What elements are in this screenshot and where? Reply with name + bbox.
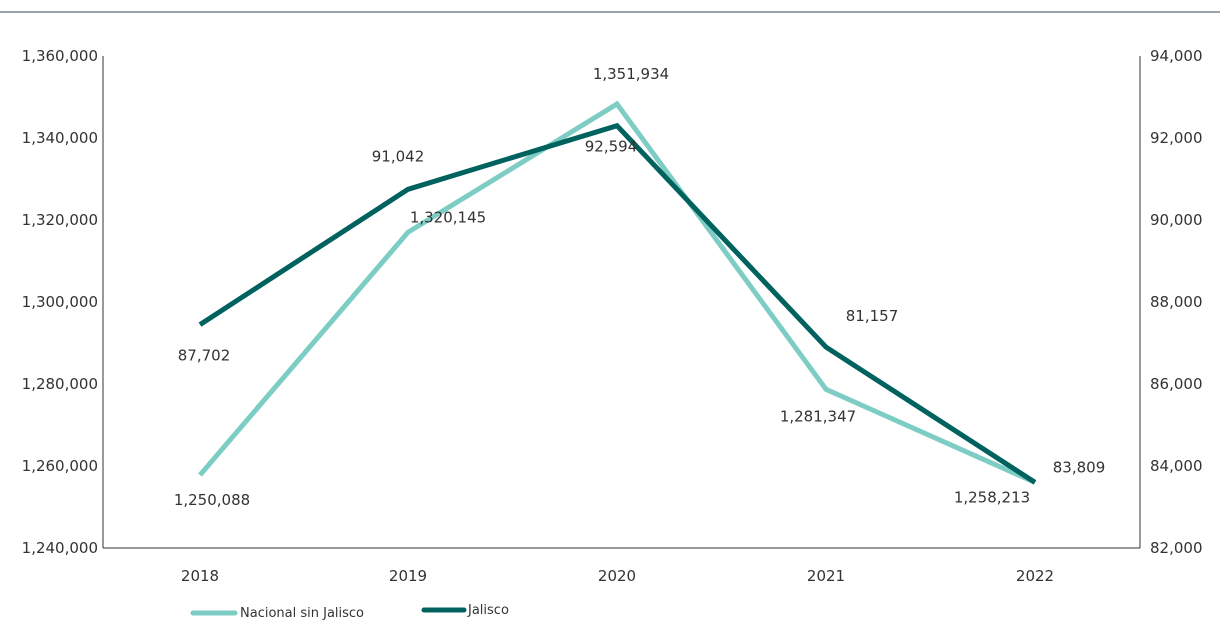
series-line-nacional bbox=[198, 100, 1037, 485]
series-line-jalisco bbox=[198, 122, 1037, 485]
right-tick-label: 82,000 bbox=[1150, 539, 1203, 557]
data-label: 1,320,145 bbox=[410, 208, 486, 226]
data-labels: 1,250,088 1,320,145 1,351,934 1,281,347 1,25… bbox=[174, 65, 1105, 509]
data-label: 1,351,934 bbox=[593, 65, 669, 83]
data-label: 1,281,347 bbox=[780, 407, 856, 425]
x-tick-label: 2020 bbox=[598, 567, 636, 585]
left-axis-ticks: 1,240,000 1,260,000 1,280,000 1,300,000 1,32… bbox=[22, 47, 98, 557]
right-axis-ticks: 82,000 84,000 86,000 88,000 90,000 92,000 94,0… bbox=[1150, 47, 1203, 557]
data-label: 87,702 bbox=[178, 347, 231, 365]
x-tick-label: 2018 bbox=[181, 567, 219, 585]
data-label: 92,594 bbox=[585, 138, 638, 156]
left-tick-label: 1,260,000 bbox=[22, 457, 98, 475]
left-tick-label: 1,240,000 bbox=[22, 539, 98, 557]
data-label: 1,250,088 bbox=[174, 491, 250, 509]
series-lines bbox=[198, 100, 1037, 485]
right-tick-label: 84,000 bbox=[1150, 457, 1203, 475]
left-tick-label: 1,320,000 bbox=[22, 211, 98, 229]
left-tick-label: 1,340,000 bbox=[22, 129, 98, 147]
right-tick-label: 94,000 bbox=[1150, 47, 1203, 65]
x-axis-ticks: 2018 2019 2020 2021 2022 bbox=[181, 567, 1054, 585]
x-tick-label: 2022 bbox=[1016, 567, 1054, 585]
legend-label-nacional: Nacional sin Jalisco bbox=[240, 606, 364, 620]
right-tick-label: 90,000 bbox=[1150, 211, 1203, 229]
right-tick-label: 92,000 bbox=[1150, 129, 1203, 147]
data-label: 91,042 bbox=[372, 147, 425, 165]
data-label: 83,809 bbox=[1053, 458, 1106, 476]
x-tick-label: 2021 bbox=[807, 567, 845, 585]
legend: Nacional sin Jalisco Jalisco bbox=[190, 603, 509, 620]
right-tick-label: 88,000 bbox=[1150, 293, 1203, 311]
right-tick-label: 86,000 bbox=[1150, 375, 1203, 393]
data-label: 81,157 bbox=[846, 307, 899, 325]
left-tick-label: 1,360,000 bbox=[22, 47, 98, 65]
legend-label-jalisco: Jalisco bbox=[467, 603, 509, 618]
data-label: 1,258,213 bbox=[954, 488, 1030, 506]
left-tick-label: 1,280,000 bbox=[22, 375, 98, 393]
left-tick-label: 1,300,000 bbox=[22, 293, 98, 311]
x-tick-label: 2019 bbox=[389, 567, 427, 585]
